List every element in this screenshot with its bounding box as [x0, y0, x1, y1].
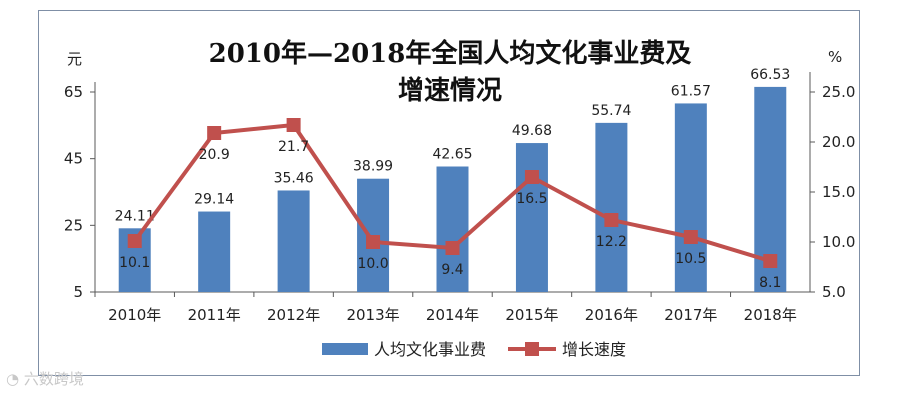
y-right-tick-label: 20.0 — [822, 133, 855, 151]
y-right-tick-label: 10.0 — [822, 233, 855, 251]
line-data-label: 16.5 — [516, 191, 547, 207]
x-tick-label: 2011年 — [188, 306, 241, 324]
chart-frame — [38, 10, 860, 376]
bar-data-label: 61.57 — [671, 83, 711, 99]
x-tick-label: 2012年 — [267, 306, 320, 324]
line-point-marker — [604, 213, 619, 227]
x-tick-label: 2017年 — [664, 306, 717, 324]
bar-data-label: 49.68 — [512, 123, 552, 139]
y-left-tick-label: 65 — [64, 83, 83, 101]
bar — [436, 166, 469, 292]
line-point-marker — [445, 241, 460, 255]
legend-line-marker — [525, 342, 539, 356]
watermark: ◔ 六数跨境 — [6, 368, 84, 389]
line-point-marker — [524, 170, 539, 184]
bar-data-label: 24.11 — [115, 208, 155, 224]
y-right-tick-label: 15.0 — [822, 183, 855, 201]
bar — [595, 122, 628, 292]
x-tick-label: 2010年 — [108, 306, 161, 324]
y-right-tick-label: 5.0 — [822, 283, 846, 301]
line-data-label: 8.1 — [759, 275, 781, 291]
y-right-tick-label: 25.0 — [822, 83, 855, 101]
y-left-tick-label: 45 — [64, 150, 83, 168]
line-point-marker — [683, 230, 698, 244]
y-right-unit: % — [828, 48, 842, 66]
bar — [674, 103, 707, 292]
line-data-label: 21.7 — [278, 139, 309, 155]
x-tick-label: 2015年 — [505, 306, 558, 324]
line-data-label: 9.4 — [441, 262, 463, 278]
line-data-label: 10.0 — [357, 256, 388, 272]
x-tick-label: 2016年 — [585, 306, 638, 324]
legend-line-label: 增长速度 — [562, 340, 626, 359]
line-point-marker — [207, 126, 222, 140]
y-left-tick-label: 25 — [64, 216, 83, 234]
bar-data-label: 66.53 — [750, 67, 790, 83]
bar — [515, 143, 548, 292]
legend-bar-swatch — [322, 343, 368, 355]
y-left-unit: 元 — [67, 50, 82, 68]
line-data-label: 12.2 — [596, 234, 627, 250]
x-tick-label: 2014年 — [426, 306, 479, 324]
chart-title-line-2: 增速情况 — [398, 75, 502, 106]
bar-data-label: 38.99 — [353, 159, 393, 175]
watermark-logo-icon: ◔ — [6, 370, 24, 388]
bar — [277, 190, 310, 292]
bar-data-label: 29.14 — [194, 192, 234, 208]
line-point-marker — [763, 254, 778, 268]
line-data-label: 20.9 — [199, 147, 230, 163]
line-data-label: 10.1 — [119, 255, 150, 271]
line-point-marker — [366, 235, 381, 249]
bar-data-label: 55.74 — [591, 103, 631, 119]
chart-title-line-1: 2010年—2018年全国人均文化事业费及 — [209, 38, 692, 69]
legend-bar-label: 人均文化事业费 — [374, 340, 486, 359]
bar — [198, 211, 231, 292]
bar-data-label: 35.46 — [274, 170, 314, 186]
line-point-marker — [127, 234, 142, 248]
bar-data-label: 42.65 — [432, 147, 472, 163]
watermark-text: 六数跨境 — [23, 370, 84, 388]
line-data-label: 10.5 — [675, 251, 706, 267]
line-point-marker — [286, 118, 301, 132]
y-left-tick-label: 5 — [73, 283, 83, 301]
x-tick-label: 2018年 — [744, 306, 797, 324]
x-tick-label: 2013年 — [346, 306, 399, 324]
